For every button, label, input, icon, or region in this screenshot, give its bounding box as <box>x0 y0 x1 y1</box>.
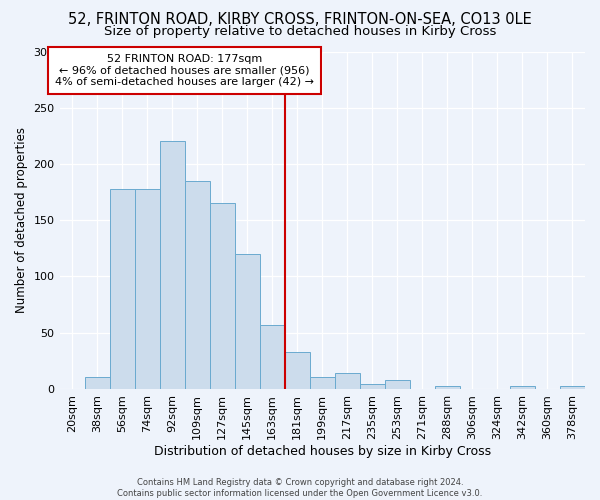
Text: Size of property relative to detached houses in Kirby Cross: Size of property relative to detached ho… <box>104 25 496 38</box>
Text: Contains HM Land Registry data © Crown copyright and database right 2024.
Contai: Contains HM Land Registry data © Crown c… <box>118 478 482 498</box>
Bar <box>85 376 110 389</box>
Bar <box>260 325 285 389</box>
Bar <box>385 380 410 389</box>
Bar <box>310 376 335 389</box>
Text: 52, FRINTON ROAD, KIRBY CROSS, FRINTON-ON-SEA, CO13 0LE: 52, FRINTON ROAD, KIRBY CROSS, FRINTON-O… <box>68 12 532 28</box>
Bar <box>209 204 235 389</box>
Bar <box>510 386 535 389</box>
Bar <box>560 386 585 389</box>
Y-axis label: Number of detached properties: Number of detached properties <box>15 127 28 313</box>
Bar <box>185 181 209 389</box>
Bar <box>160 142 185 389</box>
Text: 52 FRINTON ROAD: 177sqm
← 96% of detached houses are smaller (956)
4% of semi-de: 52 FRINTON ROAD: 177sqm ← 96% of detache… <box>55 54 314 87</box>
Bar <box>285 352 310 389</box>
Bar <box>435 386 460 389</box>
Bar <box>360 384 385 389</box>
Bar <box>235 254 260 389</box>
Bar <box>134 188 160 389</box>
Bar <box>110 188 134 389</box>
Bar <box>335 373 360 389</box>
X-axis label: Distribution of detached houses by size in Kirby Cross: Distribution of detached houses by size … <box>154 444 491 458</box>
